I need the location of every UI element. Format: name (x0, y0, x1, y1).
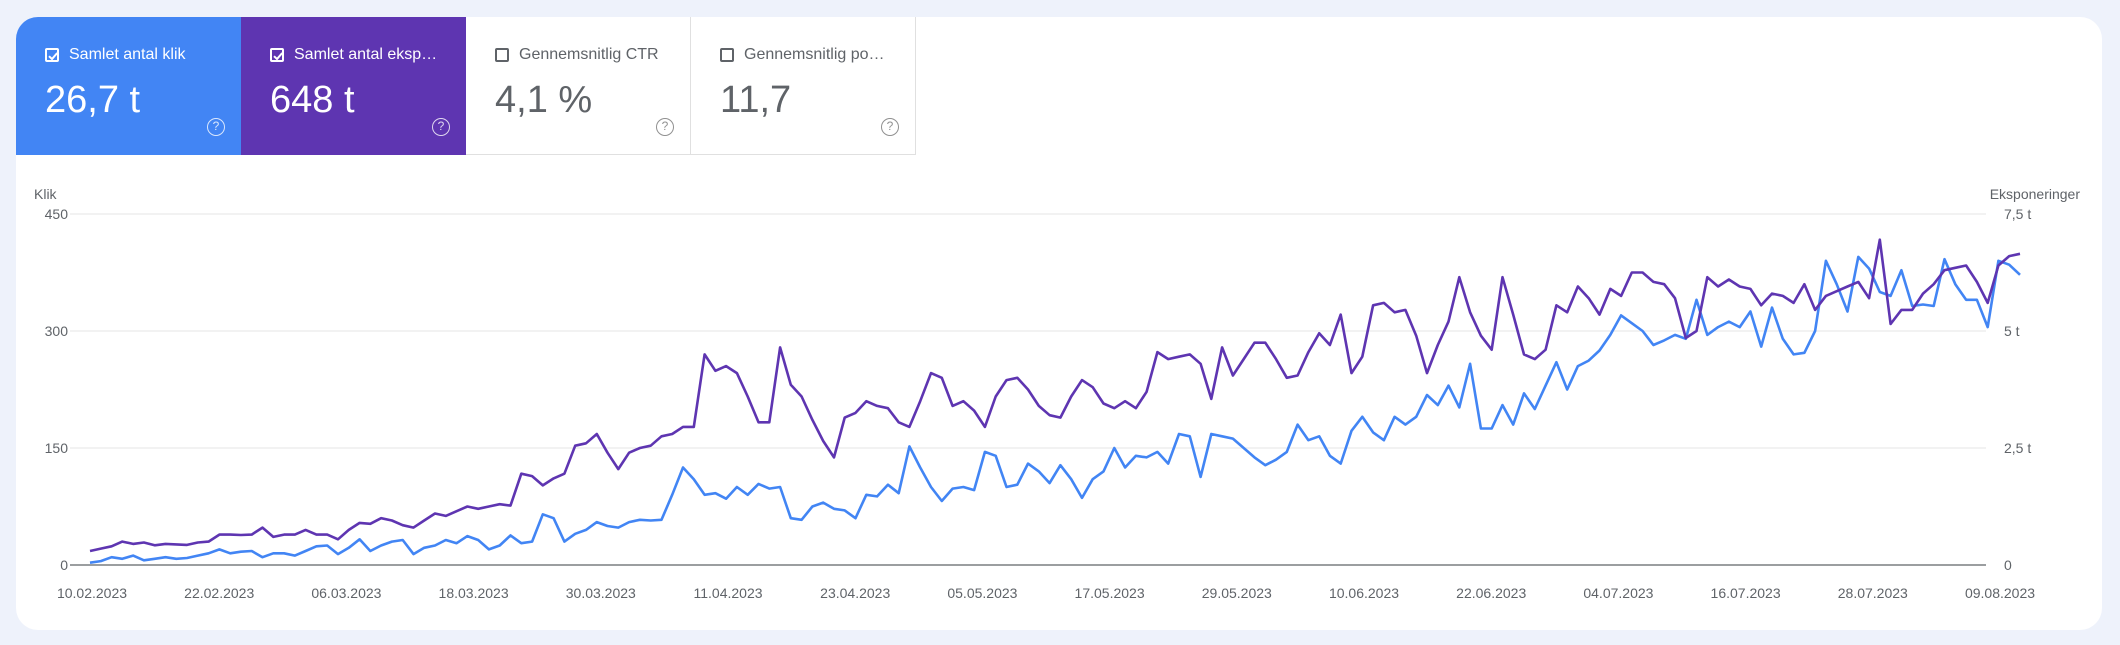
x-tick-label: 23.04.2023 (820, 585, 890, 601)
x-tick-label: 22.02.2023 (184, 585, 254, 601)
metric-tile-average-position[interactable]: Gennemsnitlig po… 11,7 ? (691, 17, 916, 155)
checkbox-checked-icon[interactable] (270, 48, 284, 62)
y-tick-label-right: 7,5 t (2004, 206, 2031, 222)
line-chart: Klik Eksponeringer 0 150 300 450 0 2,5 t 5 t 7… (34, 186, 2081, 601)
x-tick-label: 18.03.2023 (439, 585, 509, 601)
x-tick-label: 04.07.2023 (1583, 585, 1653, 601)
x-tick-label: 16.07.2023 (1711, 585, 1781, 601)
x-tick-label: 11.04.2023 (693, 585, 762, 601)
x-tick-label: 28.07.2023 (1838, 585, 1908, 601)
x-tick-label: 29.05.2023 (1202, 585, 1272, 601)
metric-value: 11,7 (720, 79, 792, 121)
y-axis-right-label: Eksponeringer (1990, 186, 2081, 202)
checkbox-unchecked-icon[interactable] (720, 48, 734, 62)
x-tick-label: 06.03.2023 (311, 585, 381, 601)
x-tick-label: 10.02.2023 (57, 585, 127, 601)
y-tick-label-right: 0 (2004, 557, 2012, 573)
checkbox-checked-icon[interactable] (45, 48, 59, 62)
x-tick-label: 10.06.2023 (1329, 585, 1399, 601)
x-tick-label: 09.08.2023 (1965, 585, 2035, 601)
metric-tile-total-impressions[interactable]: Samlet antal eksp… 648 t ? (241, 17, 466, 155)
y-axis-left-label: Klik (34, 186, 58, 202)
metric-value: 4,1 % (495, 79, 593, 121)
x-tick-label: 17.05.2023 (1075, 585, 1145, 601)
x-axis-ticks: 10.02.2023 22.02.2023 06.03.2023 18.03.2023… (57, 585, 2035, 601)
x-tick-label: 30.03.2023 (566, 585, 636, 601)
series-line-impressions (89, 238, 2021, 553)
series-line-clicks (89, 255, 2021, 564)
x-tick-label: 05.05.2023 (947, 585, 1017, 601)
metric-value: 648 t (270, 79, 355, 121)
performance-card: Samlet antal klik 26,7 t ? Samlet antal … (16, 17, 2102, 630)
y-tick-label-left: 0 (60, 557, 68, 573)
series-lines (89, 238, 2021, 564)
metric-tile-average-ctr[interactable]: Gennemsnitlig CTR 4,1 % ? (466, 17, 691, 155)
checkbox-unchecked-icon[interactable] (495, 48, 509, 62)
help-icon[interactable]: ? (432, 118, 450, 136)
y-tick-label-left: 300 (45, 323, 69, 339)
grid-lines (70, 213, 1986, 566)
metric-value: 26,7 t (45, 79, 141, 121)
y-tick-label-right: 2,5 t (2004, 440, 2031, 456)
metric-tiles: Samlet antal klik 26,7 t ? Samlet antal … (16, 17, 916, 155)
help-icon[interactable]: ? (881, 118, 899, 136)
y-tick-label-left: 150 (45, 440, 69, 456)
help-icon[interactable]: ? (656, 118, 674, 136)
y-axis-right-ticks: 0 2,5 t 5 t 7,5 t (2004, 206, 2031, 573)
metric-tile-total-clicks[interactable]: Samlet antal klik 26,7 t ? (16, 17, 241, 155)
y-axis-left-ticks: 0 150 300 450 (45, 206, 69, 573)
help-icon[interactable]: ? (207, 118, 225, 136)
y-tick-label-right: 5 t (2004, 323, 2020, 339)
x-tick-label: 22.06.2023 (1456, 585, 1526, 601)
y-tick-label-left: 450 (45, 206, 69, 222)
